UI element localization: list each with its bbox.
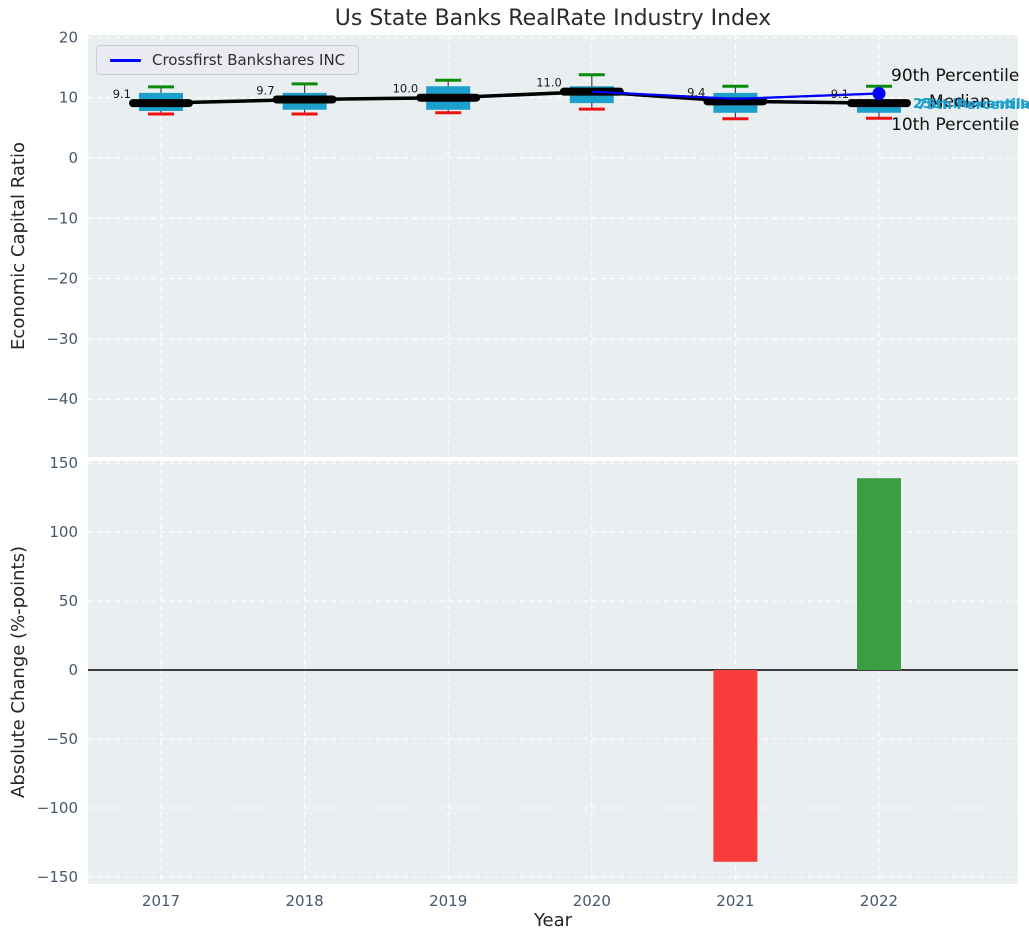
y-tick-label: −20	[46, 270, 78, 288]
y-tick-label: 150	[49, 454, 78, 472]
x-tick-label: 2018	[286, 892, 324, 910]
x-tick-label: 2019	[429, 892, 467, 910]
top-y-axis-label: Economic Capital Ratio	[8, 46, 32, 446]
x-tick-label: 2017	[142, 892, 180, 910]
legend-label: Crossfirst Bankshares INC	[152, 51, 345, 69]
y-tick-label: 100	[49, 523, 78, 541]
company-marker	[873, 87, 886, 100]
x-axis-label: Year	[88, 910, 1018, 931]
y-tick-label: −150	[37, 868, 78, 886]
x-tick-label: 2022	[860, 892, 898, 910]
annotation-75th-percentile: 75th Percentile	[917, 97, 1029, 113]
median-capsule	[847, 99, 911, 107]
change-bar-2022	[857, 478, 901, 670]
bottom-y-axis-label: Absolute Change (%-points)	[8, 472, 32, 872]
y-tick-label: 10	[59, 89, 78, 107]
annotation-90th-percentile: 90th Percentile	[891, 66, 1019, 86]
chart-canvas: 9.19.710.011.09.49.120100−10−20−30−40150…	[0, 0, 1029, 942]
bottom-panel	[88, 461, 1018, 884]
y-tick-label: −30	[46, 330, 78, 348]
median-capsule	[416, 94, 480, 102]
median-capsule	[129, 99, 193, 107]
y-tick-label: 0	[68, 149, 78, 167]
legend-line-icon	[110, 59, 141, 62]
legend: Crossfirst Bankshares INC	[96, 45, 359, 75]
y-tick-label: 50	[59, 592, 78, 610]
median-value-label: 9.1	[113, 87, 131, 101]
x-tick-label: 2020	[573, 892, 611, 910]
y-tick-label: 0	[68, 661, 78, 679]
top-panel: 9.1 9.7 10.0 11.0 9.4 9.1	[88, 35, 1018, 457]
y-tick-label: −10	[46, 209, 78, 227]
median-capsule	[273, 96, 337, 104]
median-value-label: 10.0	[393, 82, 419, 96]
y-tick-label: −100	[37, 799, 78, 817]
y-tick-label: 20	[59, 28, 78, 46]
annotation-10th-percentile: 10th Percentile	[891, 115, 1019, 135]
median-value-label: 9.4	[687, 85, 705, 99]
change-bar-2021	[713, 670, 757, 862]
median-value-label: 9.1	[831, 87, 849, 101]
y-tick-label: −50	[46, 730, 78, 748]
x-tick-label: 2021	[716, 892, 754, 910]
median-value-label: 11.0	[536, 76, 562, 90]
y-tick-label: −40	[46, 390, 78, 408]
median-value-label: 9.7	[256, 84, 274, 98]
figure: Us State Banks RealRate Industry Index 9…	[0, 0, 1029, 942]
